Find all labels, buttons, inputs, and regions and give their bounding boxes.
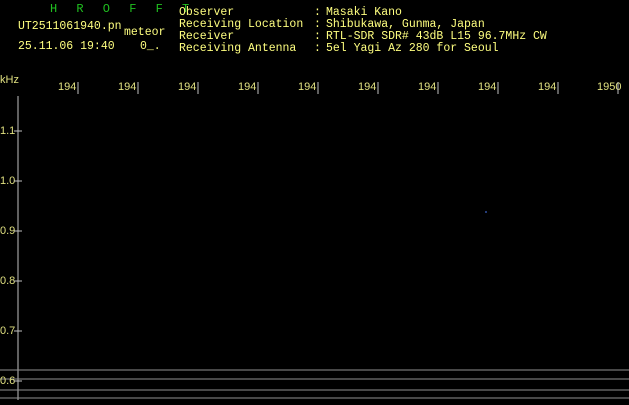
freq-label: 1.1 [0, 125, 15, 137]
info-label: Receiving Antenna [179, 42, 296, 55]
time-label: 194 [478, 81, 496, 93]
freq-label: 0.6 [0, 375, 15, 387]
time-label: 194 [238, 81, 256, 93]
time-label: 194 [58, 81, 76, 93]
y-unit: kHz [0, 74, 19, 86]
freq-label: 0.8 [0, 275, 15, 287]
app-title: H R O F F T [50, 2, 195, 16]
info-label: Receiving Location [179, 18, 303, 31]
info-value: RTL-SDR SDR# 43dB L15 96.7MHz CW [326, 30, 547, 43]
time-label: 194 [298, 81, 316, 93]
file-name: UT2511061940.pn [18, 20, 122, 33]
freq-label: 0.7 [0, 325, 15, 337]
info-label: Observer [179, 6, 234, 19]
kind: meteor [124, 26, 165, 39]
time-label: 1950 [597, 81, 621, 93]
noise-dot [485, 211, 487, 213]
info-value: 5el Yagi Az 280 for Seoul [326, 42, 499, 55]
freq-label: 0.9 [0, 225, 15, 237]
info-sep: : [314, 30, 321, 43]
time-label: 194 [358, 81, 376, 93]
time-label: 194 [418, 81, 436, 93]
datetime: 25.11.06 19:40 [18, 40, 115, 53]
time-label: 194 [178, 81, 196, 93]
info-value: Shibukawa, Gunma, Japan [326, 18, 485, 31]
count: 0_. [140, 40, 161, 53]
info-sep: : [314, 6, 321, 19]
info-sep: : [314, 42, 321, 55]
info-value: Masaki Kano [326, 6, 402, 19]
info-label: Receiver [179, 30, 234, 43]
time-label: 194 [538, 81, 556, 93]
time-label: 194 [118, 81, 136, 93]
info-sep: : [314, 18, 321, 31]
freq-label: 1.0 [0, 175, 15, 187]
